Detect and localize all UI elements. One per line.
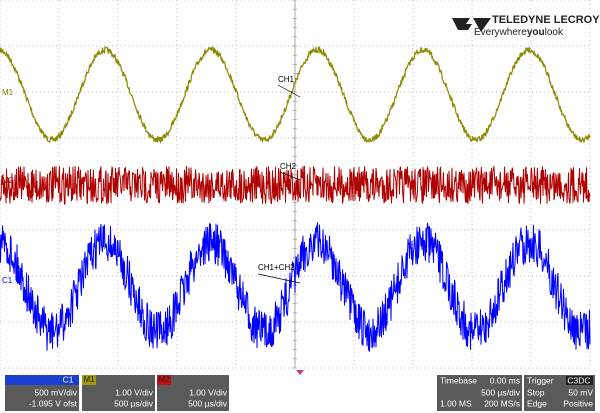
trigger-mode: Stop: [527, 387, 545, 397]
label-leader: [257, 273, 301, 284]
timebase-points: 1.00 MS: [440, 398, 472, 408]
panel-line: 500 µs/div: [188, 398, 228, 408]
trace-label: CH2: [280, 162, 297, 171]
trace-label: CH1: [278, 75, 295, 84]
trace-marker: M1: [2, 88, 14, 97]
timebase-rate: 200 MS/s: [484, 398, 520, 408]
trigger-level: 50 mV: [568, 387, 593, 397]
logo: TELEDYNE LECROY Everywhereyoulook: [452, 14, 600, 38]
panel-line: 500 µs/div: [114, 398, 154, 408]
trace-marker: M2: [2, 176, 14, 185]
waveform: [0, 165, 591, 205]
trigger-slope: Positive: [563, 398, 593, 408]
timebase-delay: 0.00 ms: [490, 375, 520, 385]
timebase-scale: 500 µs/div: [481, 387, 521, 397]
tagline-bold: you: [527, 27, 545, 38]
panel-tag: M2: [158, 375, 170, 384]
trace-label: CH1+CH2: [258, 263, 295, 272]
timebase-title: Timebase: [440, 375, 477, 385]
trace-marker: C1: [2, 276, 13, 285]
label-leader: [277, 84, 301, 98]
trigger-kind: Edge: [527, 398, 547, 408]
waveform: [0, 45, 591, 145]
tagline-end: look: [545, 27, 564, 38]
timebase-panel[interactable]: Timebase 0.00 ms 500 µs/div 1.00 MS 200 …: [437, 375, 522, 411]
math-panel[interactable]: M1 1.00 V/div 500 µs/div: [82, 375, 155, 411]
trigger-position: [296, 370, 304, 375]
panel-line: 1.00 V/div: [115, 387, 154, 397]
trigger-title: Trigger: [527, 375, 554, 385]
channel-panel[interactable]: C1 500 mV/div -1.095 V ofst: [5, 374, 79, 411]
logo-mark: [452, 18, 491, 32]
trigger-panel[interactable]: Trigger C3DC Stop 50 mV Edge Positive: [524, 375, 595, 411]
panel-line: 500 mV/div: [34, 387, 77, 397]
panel-tag: C1: [63, 374, 74, 384]
panel-tag: M1: [83, 375, 95, 384]
panel-line: -1.095 V ofst: [29, 398, 78, 408]
tagline-start: Everywhere: [474, 27, 527, 38]
waveforms: [0, 45, 591, 352]
logo-brand: TELEDYNE LECROY: [492, 14, 600, 26]
logo-tagline: Everywhereyoulook: [474, 27, 564, 38]
trigger-source: C3DC: [567, 375, 590, 385]
panel-line: 1.00 V/div: [189, 387, 228, 397]
math-panel[interactable]: M2 1.00 V/div 500 µs/div: [157, 375, 229, 411]
label-leader: [279, 171, 301, 181]
waveform: [0, 222, 591, 352]
